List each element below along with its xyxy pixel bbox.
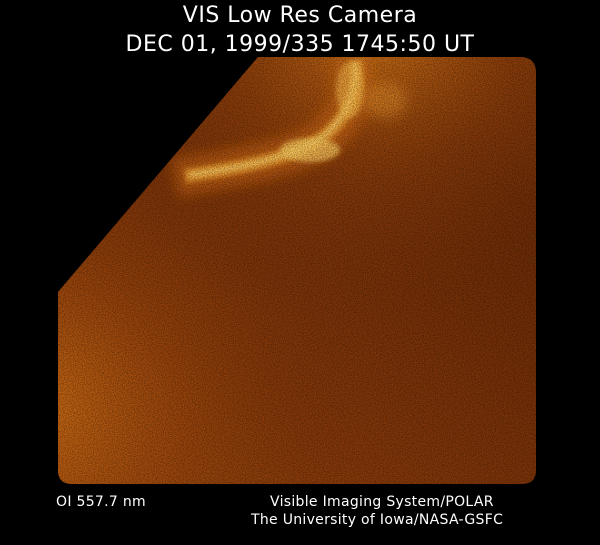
- credit-line-instrument: Visible Imaging System/POLAR: [270, 494, 494, 510]
- filter-wavelength-label: OI 557.7 nm: [56, 494, 146, 510]
- credit-line-institution: The University of Iowa/NASA-GSFC: [251, 512, 504, 528]
- title-line-timestamp: DEC 01, 1999/335 1745:50 UT: [125, 32, 475, 57]
- title-line-camera: VIS Low Res Camera: [182, 3, 418, 28]
